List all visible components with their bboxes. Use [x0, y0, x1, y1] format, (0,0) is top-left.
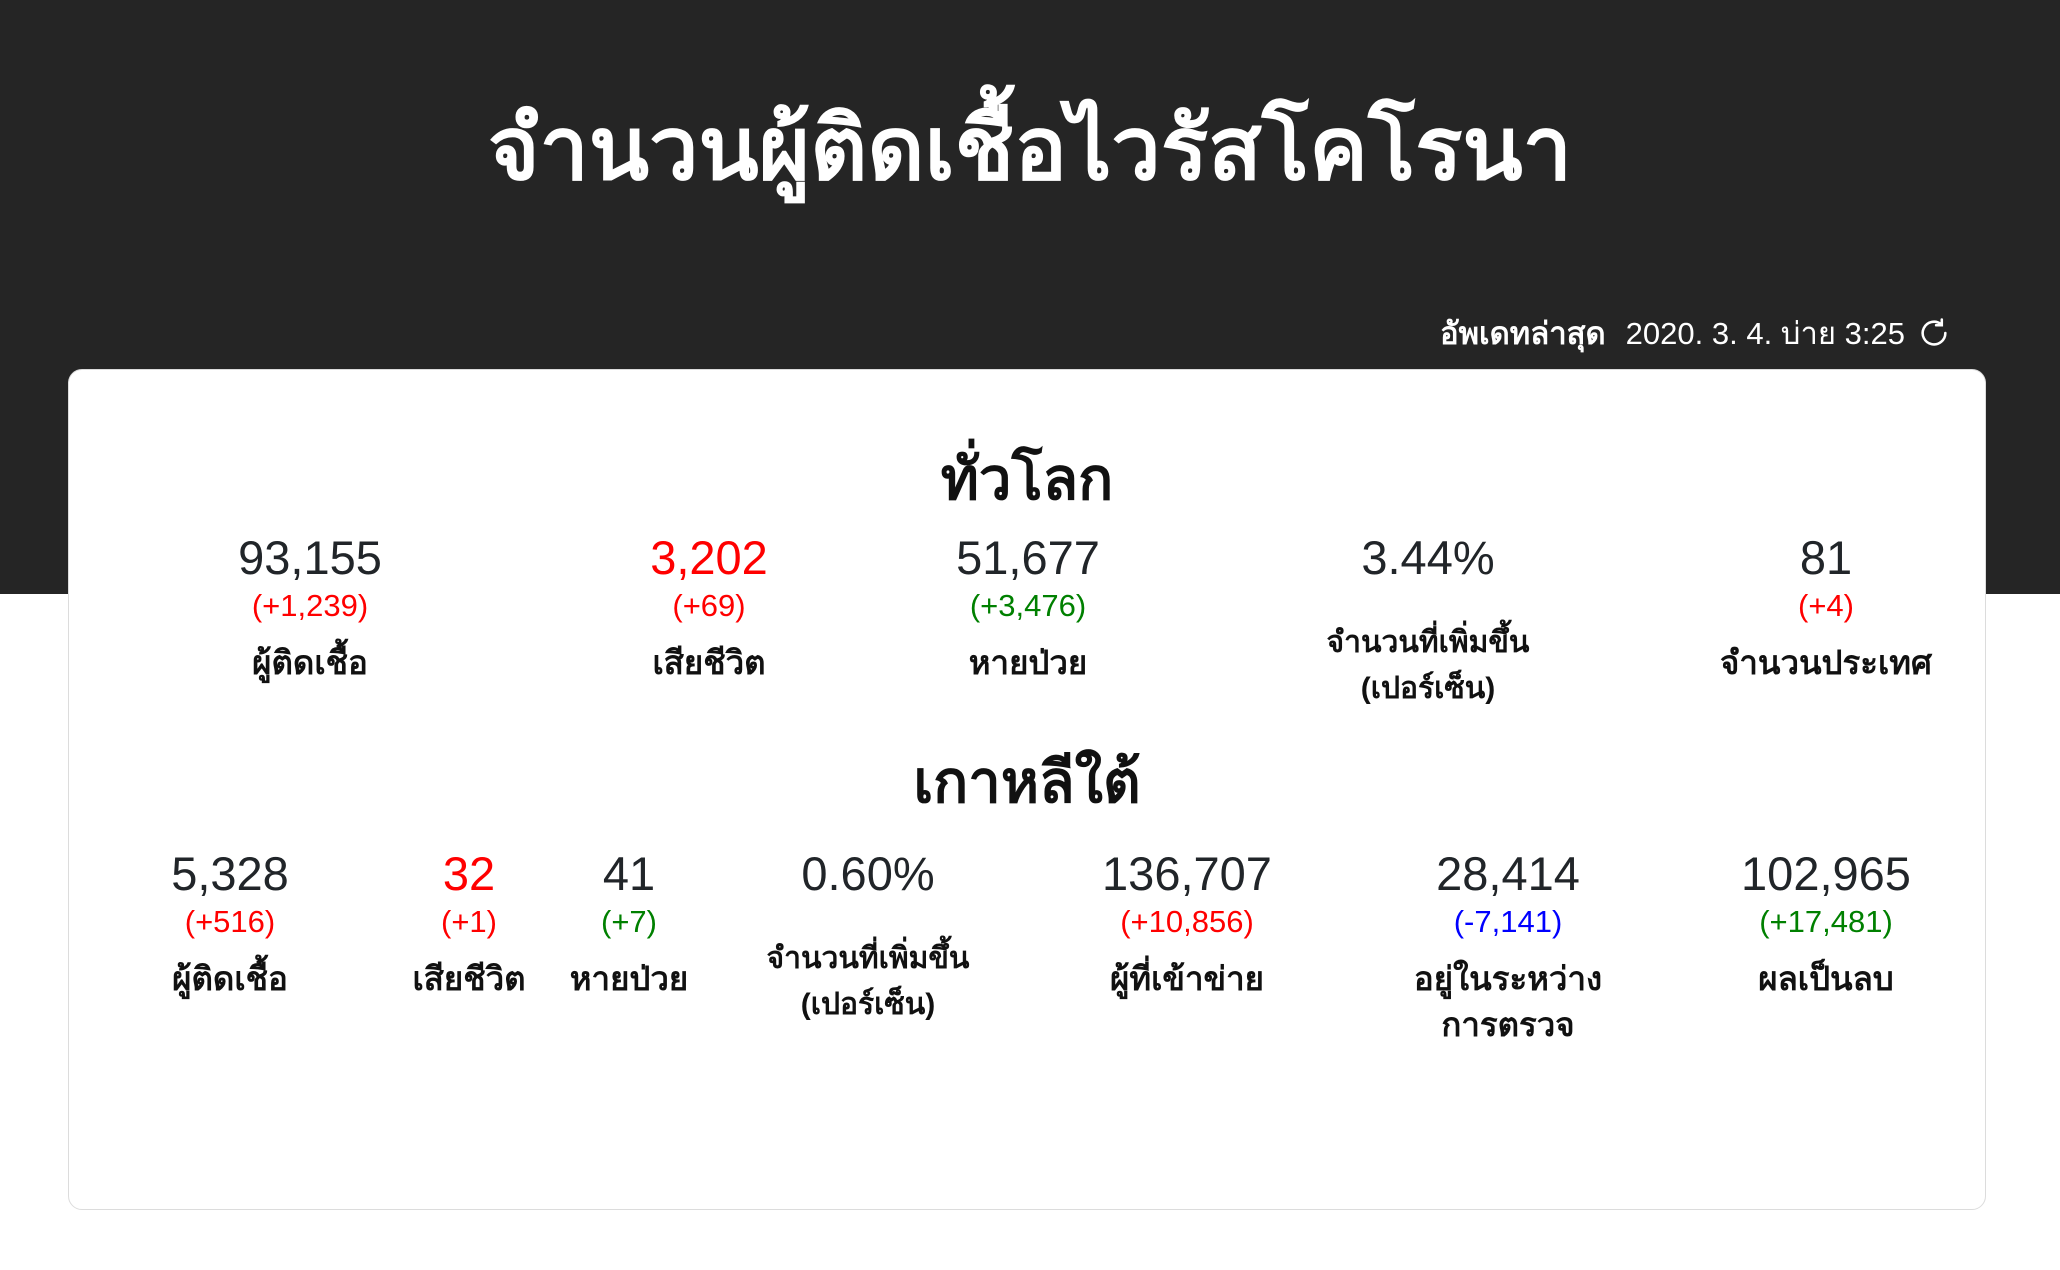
- stat-label: ผลเป็นลบ: [1758, 960, 1894, 997]
- stat-label: ผู้ติดเชื้อ: [172, 960, 288, 997]
- stats-card: ทั่วโลก 93,155 (+1,239) ผู้ติดเชื้อ 3,202 …: [68, 369, 1986, 1210]
- stat-value: 41: [602, 847, 656, 900]
- korea-stat: 28,414 (-7,141) อยู่ในระหว่างการตรวจ: [1348, 846, 1668, 1048]
- stat-delta: (+7): [601, 904, 657, 939]
- page-title: จำนวนผู้ติดเชื้อไวรัสโคโรนา: [487, 99, 1573, 198]
- korea-stat: 5,328 (+516) ผู้ติดเชื้อ: [70, 846, 390, 1002]
- world-title: ทั่วโลก: [940, 447, 1114, 512]
- stat-value: 93,155: [238, 531, 382, 584]
- world-stat: 93,155 (+1,239) ผู้ติดเชื้อ: [150, 530, 470, 686]
- stat-value: 51,677: [956, 531, 1100, 584]
- world-stat: 3.44% จำนวนที่เพิ่มขึ้น (เปอร์เซ็น): [1268, 530, 1588, 712]
- stat-delta: (+3,476): [969, 588, 1087, 623]
- korea-stat: 136,707 (+10,856) ผู้ที่เข้าข่าย: [1027, 846, 1347, 1002]
- korea-stat: 102,965 (+17,481) ผลเป็นลบ: [1666, 846, 1986, 1002]
- stat-delta: (+1): [441, 904, 497, 939]
- korea-stat: 32 (+1) เสียชีวิต: [309, 846, 629, 1002]
- stat-label: เสียชีวิต: [412, 960, 526, 997]
- stat-delta: (-7,141): [1453, 904, 1563, 939]
- korea-stat: 41 (+7) หายป่วย: [469, 846, 789, 1002]
- stat-value: 136,707: [1102, 847, 1272, 900]
- world-stat: 81 (+4) จำนวนประเทศ: [1666, 530, 1986, 686]
- stat-label-line1: จำนวนที่เพิ่มขึ้น: [1326, 626, 1530, 659]
- world-stat: 51,677 (+3,476) หายป่วย: [868, 530, 1188, 686]
- last-updated: อัพเดทล่าสุด 2020. 3. 4. บ่าย 3:25: [1440, 308, 1951, 358]
- stat-label: ผู้ติดเชื้อ: [252, 644, 368, 681]
- stat-value: 102,965: [1741, 847, 1911, 900]
- stat-value: 5,328: [171, 847, 289, 900]
- stat-label: จำนวนประเทศ: [1720, 644, 1932, 681]
- world-stat: 3,202 (+69) เสียชีวิต: [549, 530, 869, 686]
- stat-value: 81: [1799, 531, 1853, 584]
- stat-label: จำนวนที่เพิ่มขึ้น (เปอร์เซ็น): [1268, 620, 1588, 712]
- stat-label-line2: (เปอร์เซ็น): [1360, 672, 1496, 705]
- stat-label-line2: การตรวจ: [1441, 1006, 1575, 1043]
- stat-value: 0.60%: [801, 847, 935, 900]
- refresh-icon[interactable]: [1917, 316, 1951, 350]
- stat-label: หายป่วย: [569, 960, 689, 997]
- korea-title: เกาหลีใต้: [913, 750, 1141, 815]
- korea-stat: 0.60% จำนวนที่เพิ่มขึ้น (เปอร์เซ็น): [708, 846, 1028, 1028]
- last-updated-time: 2020. 3. 4. บ่าย 3:25: [1625, 316, 1905, 351]
- stat-delta: (+516): [184, 904, 276, 939]
- stat-delta: (+69): [672, 588, 746, 623]
- stat-label-line1: อยู่ในระหว่าง: [1413, 960, 1603, 997]
- stat-value: 28,414: [1436, 847, 1580, 900]
- last-updated-label: อัพเดทล่าสุด: [1440, 316, 1606, 351]
- stat-delta: (+1,239): [251, 588, 369, 623]
- stat-delta: (+17,481): [1759, 904, 1893, 939]
- stat-label-line2: (เปอร์เซ็น): [800, 988, 936, 1021]
- stat-label: เสียชีวิต: [652, 644, 766, 681]
- stat-label: จำนวนที่เพิ่มขึ้น (เปอร์เซ็น): [708, 936, 1028, 1028]
- stat-label-line1: จำนวนที่เพิ่มขึ้น: [766, 942, 970, 975]
- stat-label: อยู่ในระหว่างการตรวจ: [1348, 956, 1668, 1048]
- stat-value: 3,202: [650, 531, 768, 584]
- stat-value: 3.44%: [1361, 531, 1495, 584]
- stat-label: ผู้ที่เข้าข่าย: [1110, 960, 1264, 997]
- stat-delta: (+4): [1798, 588, 1854, 623]
- stat-delta: (+10,856): [1120, 904, 1254, 939]
- stat-label: หายป่วย: [968, 644, 1088, 681]
- stat-value: 32: [442, 847, 496, 900]
